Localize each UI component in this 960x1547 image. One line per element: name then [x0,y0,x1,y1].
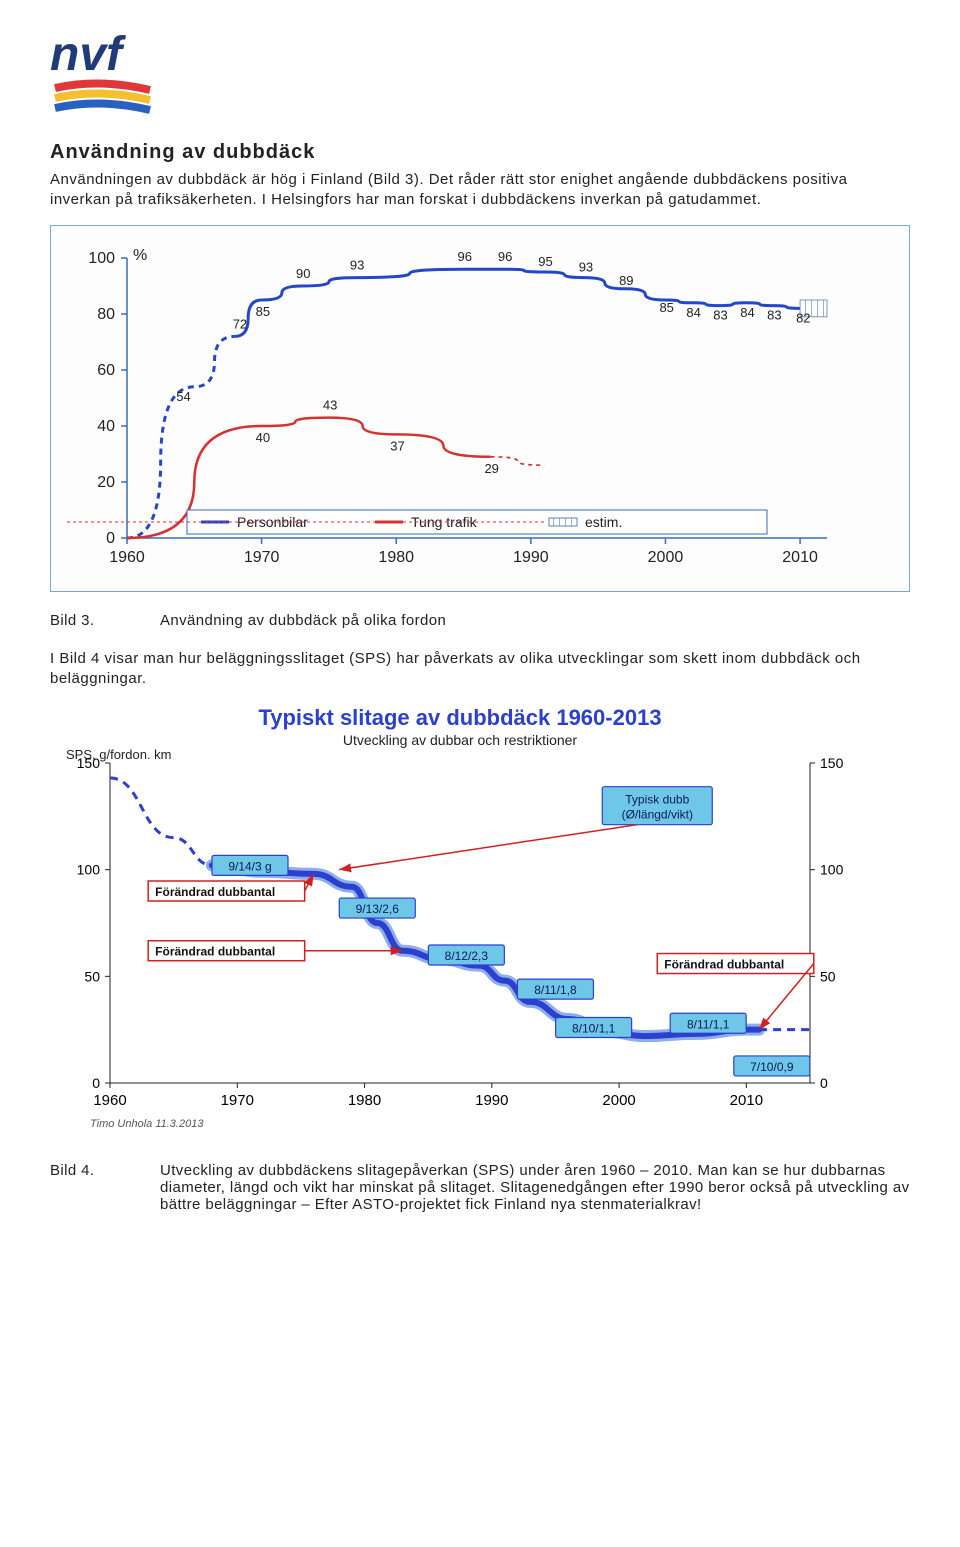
svg-text:Typisk dubb: Typisk dubb [625,793,689,807]
svg-text:29: 29 [484,460,498,475]
svg-text:72: 72 [233,316,247,331]
svg-text:93: 93 [579,259,593,274]
svg-text:Utveckling av dubbar och restr: Utveckling av dubbar och restriktioner [343,732,578,748]
svg-text:Typiskt slitage av dubbdäck 1: Typiskt slitage av dubbdäck 1960-2013 [258,705,661,730]
caption-1-label: Bild 3. [50,612,160,629]
svg-text:1990: 1990 [513,549,549,566]
svg-text:2010: 2010 [730,1092,763,1109]
svg-text:20: 20 [97,474,115,491]
svg-text:1970: 1970 [221,1092,254,1109]
chart-2-sps: Typiskt slitage av dubbdäck 1960-2013 Utv… [50,703,910,1138]
svg-text:50: 50 [84,968,100,984]
chart-2-svg: Typiskt slitage av dubbdäck 1960-2013 Utv… [50,703,870,1133]
nvf-logo: nvf [50,30,910,123]
svg-text:1980: 1980 [348,1092,381,1109]
svg-text:150: 150 [820,755,844,771]
svg-text:50: 50 [820,968,836,984]
svg-text:Tung trafik: Tung trafik [411,514,478,530]
svg-text:2010: 2010 [782,549,818,566]
mid-paragraph: I Bild 4 visar man hur beläggningsslitag… [50,649,910,690]
svg-text:Förändrad dubbantal: Förändrad dubbantal [155,885,275,899]
svg-text:estim.: estim. [585,514,622,530]
svg-text:0: 0 [92,1075,100,1091]
intro-paragraph: Användningen av dubbdäck är hög i Finlan… [50,170,910,211]
svg-text:40: 40 [97,418,115,435]
svg-text:1990: 1990 [475,1092,508,1109]
svg-text:8/10/1,1: 8/10/1,1 [572,1022,616,1036]
caption-2: Bild 4. Utveckling av dubbdäckens slitag… [50,1162,910,1213]
caption-1: Bild 3. Användning av dubbdäck på olika … [50,612,910,629]
svg-text:1970: 1970 [244,549,280,566]
caption-2-text: Utveckling av dubbdäckens slitagepåverka… [160,1162,910,1213]
svg-text:82: 82 [796,310,810,325]
svg-text:100: 100 [88,250,115,267]
svg-text:8/11/1,8: 8/11/1,8 [534,983,577,997]
svg-text:2000: 2000 [648,549,684,566]
svg-text:2000: 2000 [602,1092,635,1109]
svg-text:8/11/1,1: 8/11/1,1 [687,1017,730,1031]
svg-text:60: 60 [97,362,115,379]
svg-text:83: 83 [767,307,781,322]
svg-text:7/10/0,9: 7/10/0,9 [750,1060,794,1074]
svg-text:90: 90 [296,266,310,281]
svg-text:Förändrad dubbantal: Förändrad dubbantal [664,958,784,972]
svg-text:100: 100 [77,862,101,878]
svg-text:8/12/2,3: 8/12/2,3 [445,949,489,963]
svg-text:Timo Unhola 11.3.2013: Timo Unhola 11.3.2013 [90,1118,204,1130]
svg-text:84: 84 [686,304,700,319]
svg-text:96: 96 [498,249,512,264]
svg-text:1960: 1960 [109,549,145,566]
svg-text:(Ø/längd/vikt): (Ø/längd/vikt) [622,808,693,822]
chart-1-svg: 0 20 40 60 80 100% 1960 1970 1980 1990 2000 2010 54 7… [67,238,847,578]
chart-1-usage: 0 20 40 60 80 100% 1960 1970 1980 1990 2000 2010 54 7… [50,225,910,592]
caption-1-text: Användning av dubbdäck på olika fordon [160,612,910,629]
svg-text:1960: 1960 [93,1092,126,1109]
svg-text:85: 85 [256,304,270,319]
caption-2-label: Bild 4. [50,1162,160,1213]
svg-text:95: 95 [538,254,552,269]
svg-text:84: 84 [740,304,754,319]
svg-text:37: 37 [390,438,404,453]
svg-text:%: % [133,247,147,264]
svg-text:9/14/3 g: 9/14/3 g [228,859,271,873]
svg-text:40: 40 [256,430,270,445]
svg-text:0: 0 [820,1075,828,1091]
svg-text:96: 96 [458,249,472,264]
logo-text: nvf [50,30,126,81]
svg-text:Förändrad dubbantal: Förändrad dubbantal [155,945,275,959]
svg-text:93: 93 [350,257,364,272]
svg-text:1980: 1980 [378,549,414,566]
section-heading: Användning av dubbdäck [50,141,910,164]
svg-text:43: 43 [323,397,337,412]
svg-text:85: 85 [659,300,673,315]
svg-text:83: 83 [713,307,727,322]
svg-text:9/13/2,6: 9/13/2,6 [356,902,400,916]
svg-text:89: 89 [619,272,633,287]
svg-text:80: 80 [97,306,115,323]
svg-text:100: 100 [820,862,844,878]
svg-text:0: 0 [106,530,115,547]
svg-text:54: 54 [176,388,190,403]
svg-text:150: 150 [77,755,101,771]
